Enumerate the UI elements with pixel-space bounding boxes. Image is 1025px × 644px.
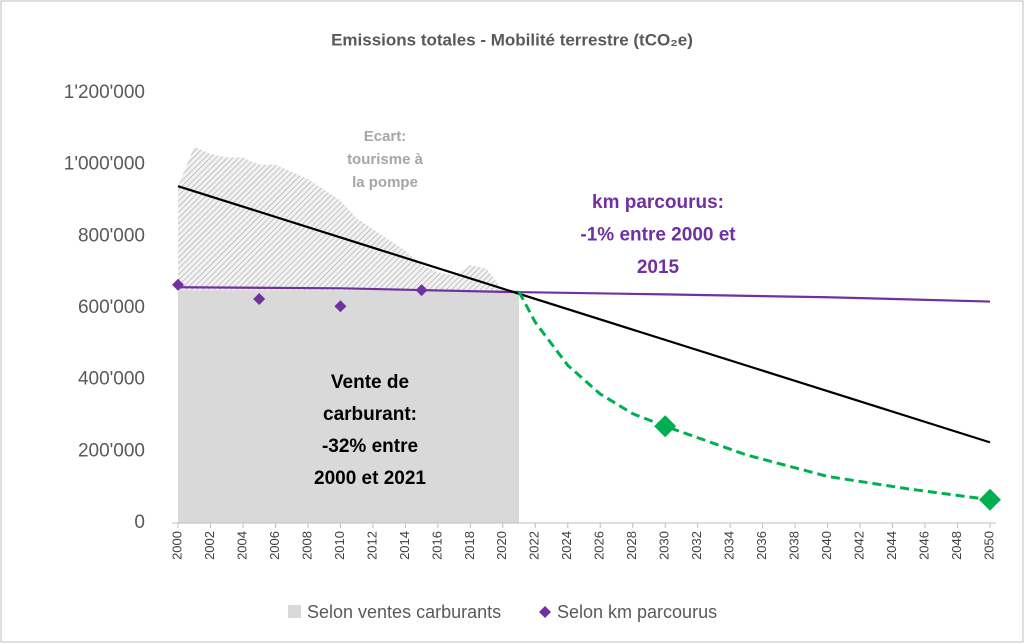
x-tick-label: 2022 — [527, 531, 542, 560]
x-tick-label: 2012 — [364, 531, 379, 560]
x-tick-label: 2040 — [819, 531, 834, 560]
x-tick-label: 2008 — [299, 531, 314, 560]
x-tick-label: 2038 — [787, 531, 802, 560]
x-tick-label: 2030 — [657, 531, 672, 560]
x-tick-label: 2016 — [429, 531, 444, 560]
x-tick-label: 2044 — [884, 531, 899, 560]
x-tick-label: 2046 — [916, 531, 931, 560]
y-tick-label: 600'000 — [78, 297, 145, 318]
annotation: Vente de — [331, 372, 409, 393]
annotation: tourisme à — [347, 151, 424, 168]
line — [177, 286, 991, 303]
x-tick-label: 2014 — [397, 531, 412, 560]
x-tick-label: 2036 — [754, 531, 769, 560]
y-tick-label: 0 — [134, 512, 145, 533]
marker — [979, 488, 1001, 511]
x-tick-label: 2028 — [624, 531, 639, 560]
hatched-area — [178, 146, 520, 291]
annotation: Ecart: — [364, 128, 407, 145]
x-tick-label: 2050 — [981, 531, 996, 560]
x-tick-label: 2042 — [852, 531, 867, 560]
x-tick-label: 2002 — [202, 531, 217, 560]
y-tick-label: 1'000'000 — [64, 154, 145, 175]
chart-title: Emissions totales - Mobilité terrestre (… — [331, 30, 693, 49]
x-tick-label: 2034 — [722, 531, 737, 560]
x-tick-label: 2032 — [689, 531, 704, 560]
marker — [172, 278, 184, 291]
marker — [334, 300, 347, 313]
x-tick-label: 2024 — [559, 531, 574, 560]
marker — [415, 284, 428, 297]
y-tick-label: 400'000 — [78, 369, 145, 390]
y-tick-label: 800'000 — [78, 225, 145, 246]
legend-label: Selon ventes carburants — [307, 602, 501, 622]
y-tick-label: 1'200'000 — [64, 82, 145, 103]
legend-swatch — [288, 605, 301, 618]
x-tick-label: 2004 — [234, 531, 249, 560]
x-tick-label: 2006 — [267, 531, 282, 560]
x-tick-label: 2048 — [949, 531, 964, 560]
annotation: -32% entre — [322, 436, 418, 457]
x-tick-label: 2010 — [332, 531, 347, 560]
annotation: 2000 et 2021 — [314, 468, 426, 489]
y-tick-label: 200'000 — [78, 440, 145, 461]
x-tick-label: 2020 — [494, 531, 509, 560]
annotation: -1% entre 2000 et — [580, 225, 736, 246]
legend-label: Selon km parcourus — [557, 602, 717, 622]
annotation: carburant: — [323, 404, 417, 425]
marker — [253, 293, 266, 306]
line — [517, 291, 991, 502]
annotation: la pompe — [352, 174, 418, 191]
area — [178, 290, 520, 523]
annotation: 2015 — [637, 257, 680, 278]
x-tick-label: 2026 — [592, 531, 607, 560]
legend-swatch — [539, 606, 551, 618]
line — [177, 185, 991, 444]
x-tick-label: 2018 — [462, 531, 477, 560]
x-tick-label: 2000 — [169, 531, 184, 560]
marker — [654, 415, 677, 438]
annotation: km parcourus: — [592, 192, 724, 213]
